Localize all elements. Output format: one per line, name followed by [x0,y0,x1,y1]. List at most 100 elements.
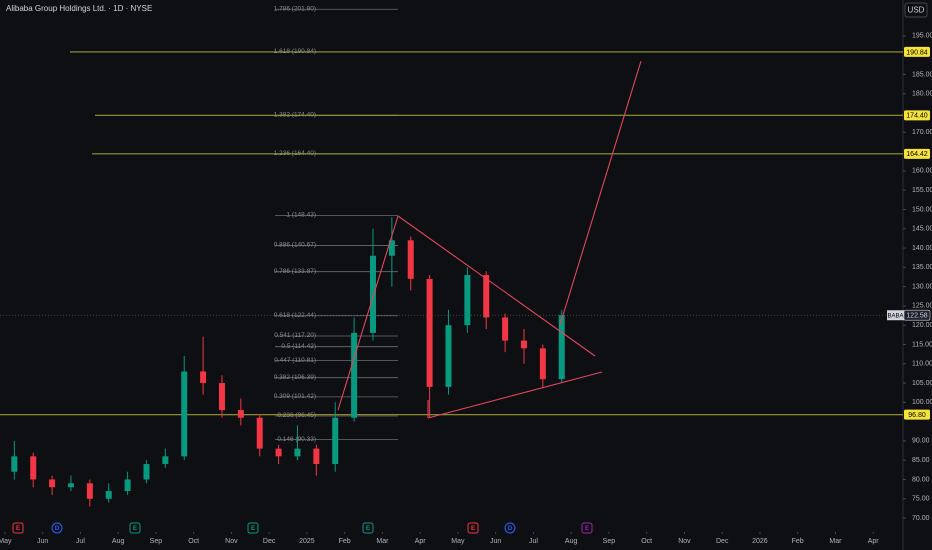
level-label: 164.42 [906,151,928,158]
fib-label: 0.447 (110.81) [274,357,316,364]
y-tick-label: 125.00 [912,303,932,310]
y-tick-label: 180.00 [912,91,932,98]
x-tick-label: Mar [376,538,389,545]
chart-title: Alibaba Group Holdings Ltd. · 1D · NYSE [6,4,152,13]
y-tick-label: 75.00 [912,496,930,503]
x-tick-label: Apr [868,538,880,545]
trendlines [337,60,642,419]
candle-body [483,275,490,318]
fib-label: 0.236 (96.45) [277,412,316,419]
x-tick-label: Dec [716,538,729,545]
y-tick-label: 160.00 [912,168,932,175]
event-label: E [133,526,137,532]
event-label: E [16,526,20,532]
y-tick-label: 80.00 [912,476,930,483]
y-tick-label: 185.00 [912,71,932,78]
fib-label: 0.146 (90.33) [277,436,316,443]
event-marker[interactable] [581,522,593,534]
x-tick-label: Sep [603,538,616,545]
x-tick-label: Oct [641,538,652,545]
level-badge [904,148,930,159]
candle-body [143,464,150,480]
candle-body [181,371,188,457]
candle-body [445,325,452,387]
x-tick-label: 2026 [752,538,768,545]
candle-body [332,417,339,465]
event-label: E [585,526,589,532]
y-tick-label: 100.00 [912,399,932,406]
candle-body [502,317,509,341]
y-tick-label: 150.00 [912,206,932,213]
candle-body [275,448,282,457]
y-tick-label: 140.00 [912,245,932,252]
candle-body [388,240,395,256]
currency[interactable]: USD [908,6,925,15]
x-tick-label: Dec [263,538,276,545]
candle-body [539,348,546,380]
x-tick-label: Jun [37,538,48,545]
candle-body [162,456,169,465]
fib-label: 1 (148.43) [286,212,316,219]
x-tick-label: Jul [529,538,538,545]
level-badge [904,409,930,420]
currency-box[interactable] [904,2,928,18]
candle-body [520,340,527,349]
fib-label: 0.5 (114.42) [281,343,316,350]
x-tick-label: 2025 [299,538,315,545]
event-marker[interactable] [467,522,479,534]
level-badge [904,110,930,121]
candle-body [237,410,244,418]
fib-label: 1.786 (201.90) [274,5,316,12]
event-marker[interactable] [362,522,374,534]
event-marker[interactable] [247,522,259,534]
x-tick-label: Oct [188,538,199,545]
candle-body [464,275,471,326]
candle-body [124,479,131,492]
event-marker[interactable] [129,522,141,534]
candle-body [105,491,112,499]
projection [559,60,642,326]
y-tick-label: 70.00 [912,515,930,522]
x-tick-label: Jul [76,538,85,545]
candle-body [426,278,433,387]
y-tick-label: 110.00 [912,361,932,368]
event-label: E [471,526,475,532]
x-tick-label: Feb [339,538,351,545]
fib-label: 0.309 (101.42) [274,393,316,400]
candle-body [313,448,320,465]
candle-body [218,383,225,411]
trendline [397,215,596,357]
event-marker[interactable] [12,522,24,534]
event-label: D [508,526,513,532]
level-label: 96.80 [908,412,926,419]
x-tick-label: Aug [565,538,578,545]
x-tick-label: Nov [225,538,238,545]
y-tick-label: 170.00 [912,129,932,136]
candle-body [407,240,414,279]
x-tick-label: Jun [490,538,501,545]
y-tick-label: 195.00 [912,33,932,40]
level-badge [904,46,930,57]
x-tick-label: Feb [792,538,804,545]
symbol-label: BABA [887,313,903,319]
price-label: 122.58 [906,313,928,320]
y-tick-label: 120.00 [912,322,932,329]
level-label: 174.40 [906,113,928,120]
candle-body [49,479,56,488]
fib-label: 0.382 (106.39) [274,374,316,381]
x-tick-label: Aug [112,538,125,545]
candle-body [86,483,93,499]
event-marker[interactable] [51,522,63,534]
event-label: E [366,526,370,532]
y-tick-label: 155.00 [912,187,932,194]
price-badge [903,309,931,321]
y-tick-label: 115.00 [912,341,932,348]
plot: 1.786 (201.90)1.618 (190.84)1.382 (174.4… [0,5,903,507]
fib-label: 0.541 (117.20) [274,332,316,339]
event-marker[interactable] [504,522,516,534]
candle-body [369,255,376,333]
symbol-badge [887,310,904,321]
x-tick-label: Mar [829,538,842,545]
trendline [427,371,603,419]
